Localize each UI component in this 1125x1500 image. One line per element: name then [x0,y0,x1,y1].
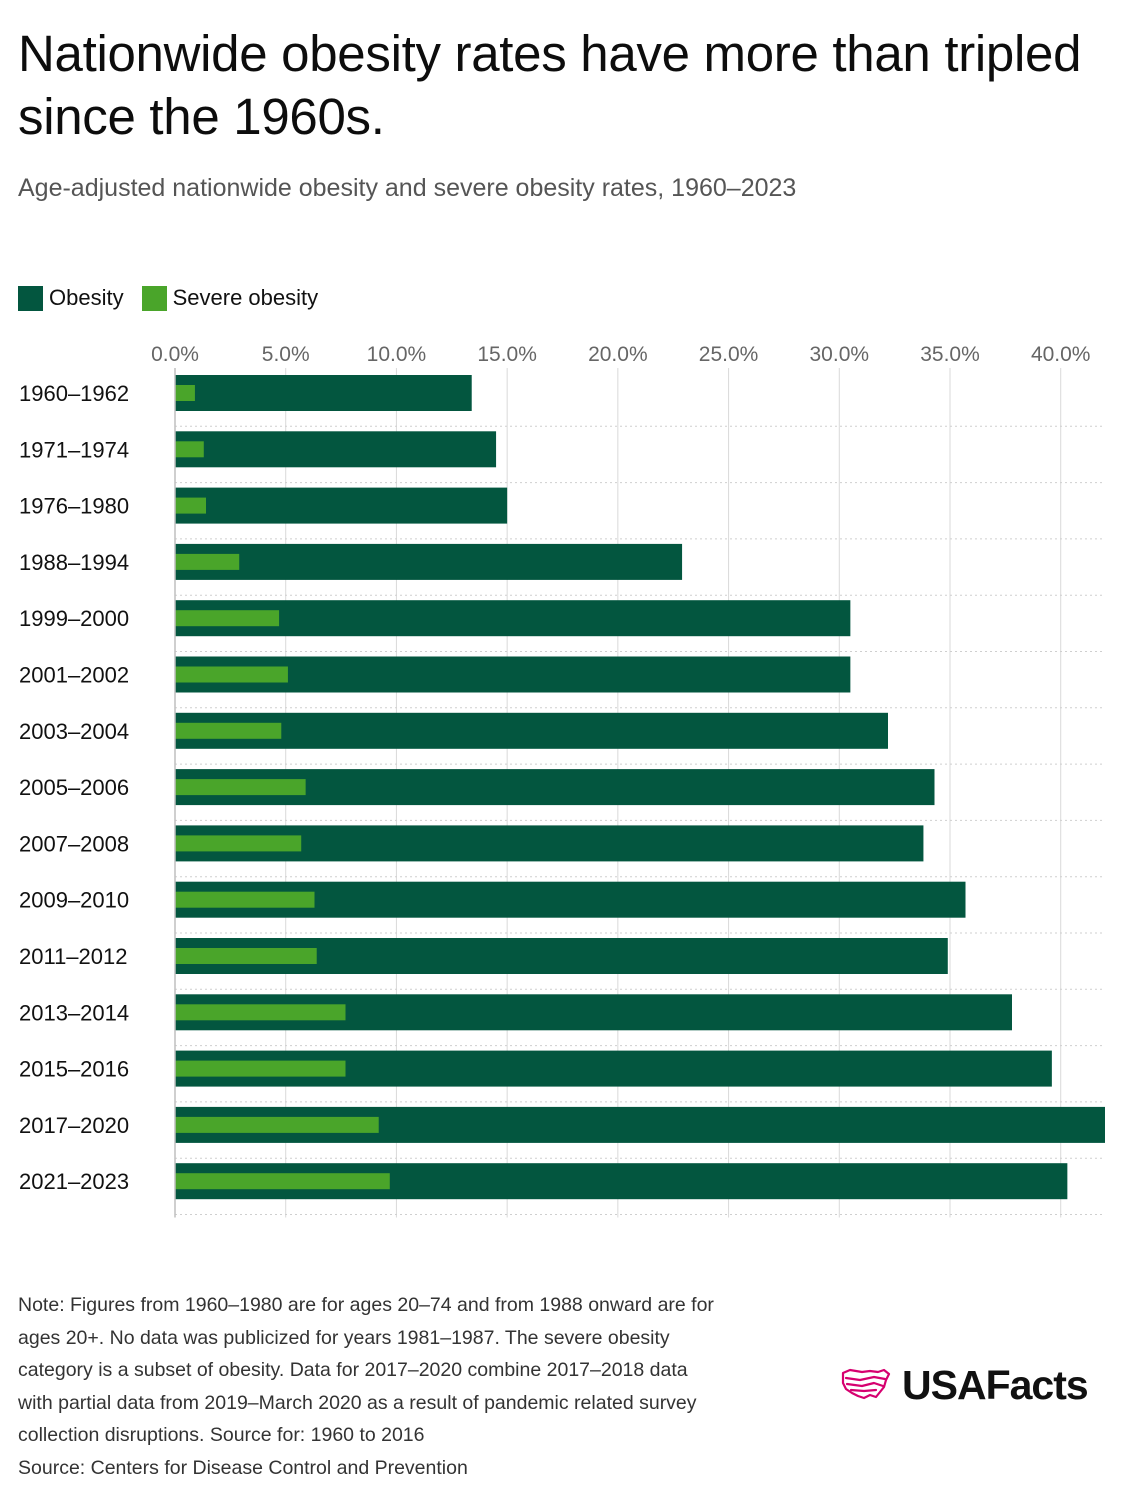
obesity-bar [175,600,851,637]
obesity-bar [175,487,508,524]
x-tick-label: 35.0% [920,343,980,366]
bar-chart: 0.0% 5.0% 10.0% 15.0% 20.0% 25.0% 30.0% 35.0% 40… [19,343,1105,1218]
x-tick-label: 0.0% [151,343,199,366]
chart-title: Nationwide obesity rates have more than … [18,25,1082,145]
category-label: 2001–2002 [19,663,129,688]
severe-obesity-bar [175,553,240,570]
category-label: 1999–2000 [19,606,129,631]
legend: Obesity Severe obesity [18,283,336,313]
severe-obesity-bar [175,441,204,458]
severe-obesity-bar [175,666,288,683]
category-label: 1976–1980 [19,494,129,519]
usafacts-logo: USAFacts [840,1360,1089,1410]
category-label: 2003–2004 [19,719,129,744]
category-label: 1960–1962 [19,381,129,406]
legend-swatch-obesity [18,285,43,311]
severe-obesity-bar [175,835,302,852]
note-line: category is a subset of obesity. Data fo… [18,1359,688,1381]
chart-subtitle: Age-adjusted nationwide obesity and seve… [18,174,797,202]
legend-label-obesity: Obesity [49,285,124,310]
severe-obesity-bar [175,497,206,514]
severe-obesity-bar [175,610,280,627]
brand-name: USAFacts [902,1361,1089,1408]
footnote: Note: Figures from 1960–1980 are for age… [18,1289,818,1484]
x-tick-label: 20.0% [588,343,648,366]
obesity-bar [175,375,472,411]
category-label: 2005–2006 [19,775,129,800]
category-label: 1988–1994 [19,550,129,575]
severe-obesity-bar [175,1060,346,1077]
severe-obesity-bar [175,1116,379,1133]
category-label: 2021–2023 [19,1169,129,1194]
category-label: 2007–2008 [19,831,129,856]
x-tick-label: 15.0% [477,343,537,366]
legend-item-severe-obesity: Severe obesity [141,285,319,311]
x-tick-label: 40.0% [1031,343,1091,366]
obesity-bar [175,431,497,468]
severe-obesity-bar [175,1173,390,1190]
us-map-icon [841,1368,891,1400]
severe-obesity-bar [175,948,317,964]
note-line: ages 20+. No data was publicized for yea… [18,1326,670,1349]
category-label: 2015–2016 [19,1057,129,1082]
severe-obesity-bar [175,722,282,739]
severe-obesity-bar [175,1004,346,1021]
category-label: 2009–2010 [19,888,129,913]
note-line: Note: Figures from 1960–1980 are for age… [18,1294,714,1316]
legend-item-obesity: Obesity [18,285,124,311]
severe-obesity-bar [175,779,306,796]
note-line: collection disruptions. Source for: 1960… [18,1424,425,1446]
severe-obesity-bar [175,891,315,908]
category-label: 2017–2020 [19,1113,129,1138]
legend-label-severe-obesity: Severe obesity [172,285,319,310]
category-label: 2011–2012 [19,944,128,969]
obesity-bar [175,712,888,749]
legend-swatch-severe-obesity [141,285,167,311]
x-tick-label: 30.0% [810,343,870,366]
obesity-bar [175,543,683,580]
source-line: Source: Centers for Disease Control and … [18,1456,468,1479]
x-tick-label: 5.0% [262,343,310,366]
note-line: with partial data from 2019–March 2020 a… [18,1391,697,1414]
x-tick-label: 10.0% [367,343,427,366]
category-label: 2013–2014 [19,1000,129,1025]
category-label: 1971–1974 [19,437,129,462]
x-tick-label: 25.0% [699,343,759,366]
severe-obesity-bar [175,385,195,401]
